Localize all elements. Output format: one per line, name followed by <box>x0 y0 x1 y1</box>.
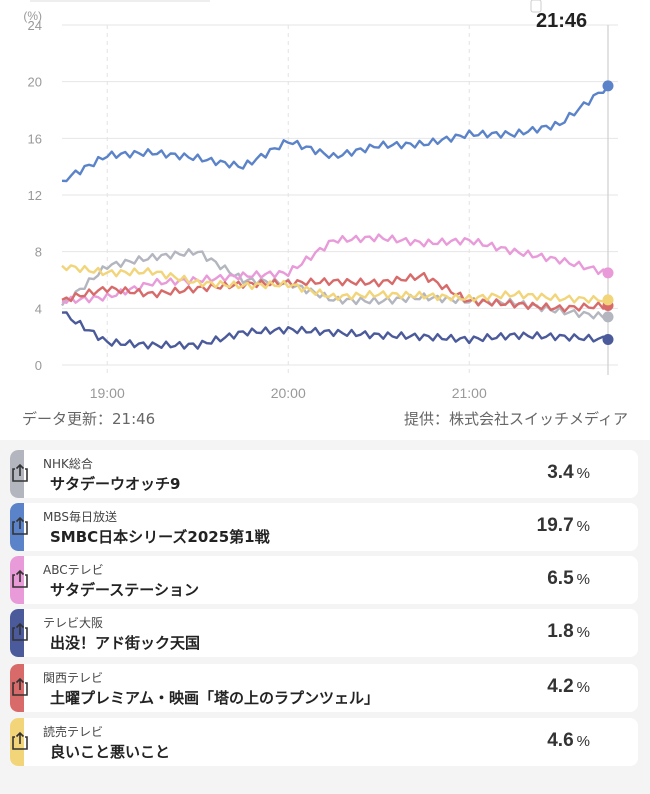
station-name: 関西テレビ <box>43 671 104 685</box>
rating-value: 19.7% <box>536 515 590 536</box>
program-card[interactable]: 関西テレビ 土曜プレミアム・映画「塔の上のラプンツェル」 4.2% <box>10 664 638 712</box>
svg-text:20: 20 <box>28 75 42 90</box>
share-icon[interactable] <box>10 731 30 751</box>
svg-text:12: 12 <box>28 188 42 203</box>
program-card[interactable]: ABCテレビ サタデーステーション 6.5% <box>10 556 638 604</box>
svg-text:8: 8 <box>35 245 42 260</box>
program-title: 出没！アド街ック天国 <box>50 634 201 652</box>
channel-color-bar <box>10 609 24 657</box>
station-name: MBS毎日放送 <box>43 510 117 524</box>
station-name: テレビ大阪 <box>43 616 104 630</box>
svg-text:20:00: 20:00 <box>271 385 306 401</box>
share-icon[interactable] <box>10 622 30 642</box>
svg-text:16: 16 <box>28 131 42 146</box>
svg-text:19:00: 19:00 <box>90 385 125 401</box>
program-title: 土曜プレミアム・映画「塔の上のラプンツェル」 <box>50 689 379 707</box>
svg-text:4: 4 <box>35 301 42 316</box>
rating-value: 1.8% <box>547 621 590 642</box>
share-icon[interactable] <box>10 516 30 536</box>
svg-text:(%): (%) <box>23 9 42 23</box>
line-chart-svg: 0 4 8 12 16 20 24(%) 19:00 20:00 21:00 <box>23 0 618 401</box>
station-name: ABCテレビ <box>43 563 104 577</box>
share-icon[interactable] <box>10 569 30 589</box>
rating-value: 4.6% <box>547 730 590 751</box>
rating-value: 4.2% <box>547 676 590 697</box>
station-name: NHK総合 <box>43 457 93 471</box>
rating-value: 3.4% <box>547 462 590 483</box>
top-divider <box>30 0 210 2</box>
ratings-chart: 0 4 8 12 16 20 24 (%) 19:00 20:00 21:00 21:46 データ更… <box>22 0 628 428</box>
svg-text:24: 24 <box>28 18 42 33</box>
share-icon[interactable] <box>10 463 30 483</box>
channel-color-bar <box>10 450 24 498</box>
program-title: 良いこと悪いこと <box>50 743 171 761</box>
channel-color-bar <box>10 718 24 766</box>
current-time-label: 21:46 <box>536 10 588 32</box>
station-name: 読売テレビ <box>43 725 104 739</box>
program-card[interactable]: MBS毎日放送 SMBC日本シリーズ2025第1戦 19.7% <box>10 503 638 551</box>
program-title: サタデーウオッチ9 <box>50 475 181 493</box>
program-title: サタデーステーション <box>50 581 199 599</box>
channel-color-bar <box>10 664 24 712</box>
channel-color-bar <box>10 503 24 551</box>
program-list: NHK総合 サタデーウオッチ9 3.4% MBS毎日放送 SMBC日本シリーズ2… <box>0 440 650 794</box>
svg-text:0: 0 <box>35 358 42 373</box>
program-title: SMBC日本シリーズ2025第1戦 <box>50 528 270 546</box>
program-card[interactable]: テレビ大阪 出没！アド街ック天国 1.8% <box>10 609 638 657</box>
channel-color-bar <box>10 556 24 604</box>
rating-value: 6.5% <box>547 568 590 589</box>
data-updated-text: データ更新：21:46 <box>22 410 156 428</box>
program-card[interactable]: 読売テレビ 良いこと悪いこと 4.6% <box>10 718 638 766</box>
share-icon[interactable] <box>10 677 30 697</box>
program-card[interactable]: NHK総合 サタデーウオッチ9 3.4% <box>10 450 638 498</box>
provider-credit: 提供：株式会社スイッチメディア <box>404 410 628 428</box>
svg-text:21:00: 21:00 <box>452 385 487 401</box>
